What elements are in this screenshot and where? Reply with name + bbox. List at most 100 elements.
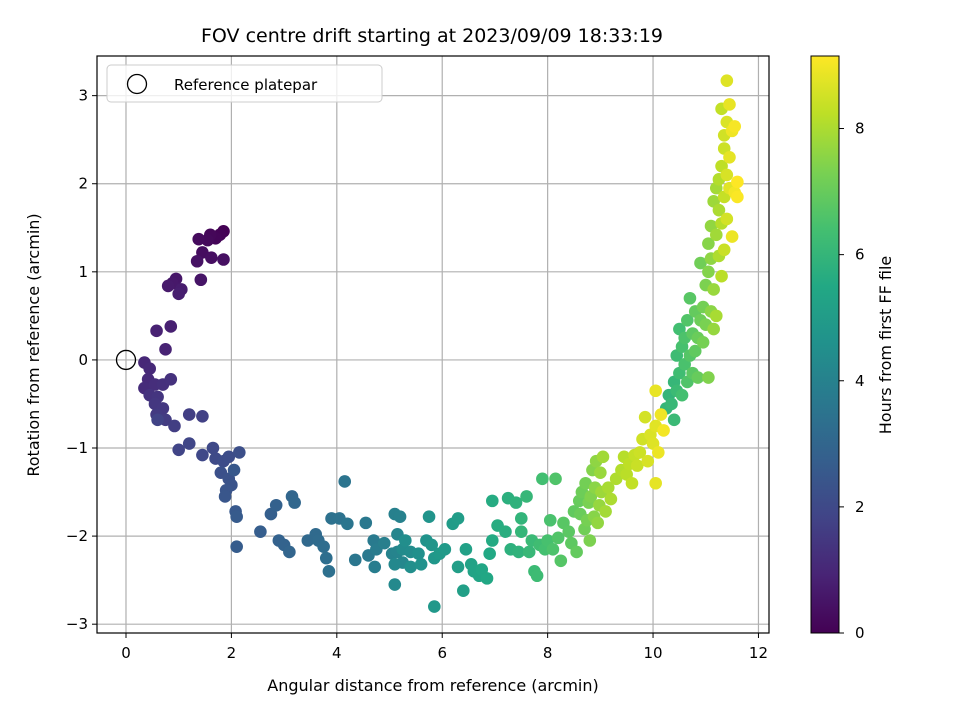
data-point [414, 557, 428, 571]
legend-marker-open-circle [126, 73, 148, 95]
data-point [230, 540, 243, 553]
data-point [422, 510, 436, 524]
data-point [451, 560, 465, 574]
grid-lines [97, 56, 769, 633]
data-point [194, 273, 208, 287]
data-point [522, 545, 536, 559]
colorbar-tick-label: 4 [855, 372, 865, 390]
legend-label: Reference platepar [174, 76, 318, 94]
data-point [688, 344, 702, 358]
data-point [709, 309, 723, 323]
data-point [720, 74, 734, 87]
x-tick-label: 12 [749, 644, 768, 662]
x-tick-label: 10 [644, 644, 663, 662]
data-point [485, 534, 499, 547]
colorbar-tick-label: 6 [855, 246, 865, 264]
data-point [192, 232, 206, 246]
data-point [715, 269, 728, 283]
data-point [388, 557, 402, 571]
data-point [509, 496, 523, 509]
data-point [338, 475, 352, 488]
data-point [150, 324, 163, 338]
data-point [485, 494, 499, 508]
data-point [583, 534, 597, 547]
data-point [549, 472, 562, 486]
data-point [182, 408, 196, 421]
chart-title: FOV centre drift starting at 2023/09/09 … [201, 25, 663, 47]
y-tick-label: 2 [78, 175, 88, 193]
y-tick-label: 1 [78, 263, 88, 281]
data-point [649, 384, 662, 398]
data-point [217, 253, 230, 266]
data-point [459, 543, 473, 556]
data-point [233, 446, 246, 459]
data-point [206, 441, 220, 455]
x-tick-label: 4 [332, 644, 342, 662]
colorbar-tick-label: 8 [855, 120, 865, 138]
data-point [638, 410, 652, 424]
data-point [596, 450, 610, 464]
data-point [707, 283, 720, 296]
data-point [322, 565, 336, 578]
data-point [551, 531, 565, 545]
data-point [359, 516, 373, 530]
data-point [731, 175, 744, 189]
y-axis-ticks: −3 −2 −1 0 1 2 3 [66, 87, 97, 633]
reference-point [115, 349, 137, 371]
data-point [654, 408, 668, 421]
y-axis-label: Rotation from reference (arcmin) [24, 213, 43, 476]
data-point [159, 343, 172, 356]
data-point [731, 190, 744, 204]
data-point [667, 413, 681, 427]
data-point [702, 371, 715, 384]
data-point [399, 534, 412, 547]
data-point [530, 569, 544, 583]
data-point [205, 251, 218, 265]
data-point [254, 525, 267, 538]
data-point [543, 513, 557, 527]
x-tick-label: 2 [227, 644, 237, 662]
data-point [428, 600, 441, 613]
colorbar-ticks: 0 2 4 6 8 [839, 120, 865, 642]
colorbar [810, 55, 840, 634]
scatter-points [138, 74, 744, 613]
data-point [283, 545, 296, 559]
data-point [520, 490, 533, 503]
plot-frame [96, 55, 770, 634]
data-point [625, 476, 639, 490]
data-point [412, 547, 425, 561]
data-point [172, 443, 185, 457]
data-point [717, 243, 731, 257]
data-point [483, 547, 496, 561]
data-point [480, 572, 494, 585]
data-point [694, 256, 707, 270]
data-point [451, 512, 465, 525]
data-point [633, 446, 647, 459]
data-point [723, 151, 736, 164]
reference-platepar-marker [115, 349, 137, 371]
data-point [196, 409, 209, 423]
x-axis-label: Angular distance from reference (arcmin) [267, 676, 598, 695]
data-point [594, 466, 607, 479]
data-point [702, 265, 715, 279]
data-point [562, 525, 576, 538]
data-point [164, 320, 178, 333]
data-point [665, 397, 678, 411]
colorbar-tick-label: 0 [855, 624, 865, 642]
data-point [604, 492, 618, 506]
data-point [681, 313, 694, 327]
data-point [709, 228, 723, 242]
x-axis-ticks: 0 2 4 6 8 10 12 [121, 633, 768, 662]
data-point [514, 512, 528, 525]
y-tick-label: 0 [78, 351, 88, 369]
data-point [691, 371, 705, 384]
data-point [702, 237, 715, 250]
data-point [554, 554, 568, 568]
y-tick-label: −1 [66, 439, 88, 457]
data-point [269, 498, 283, 512]
data-point [317, 540, 330, 553]
data-point [720, 212, 734, 226]
data-point [341, 517, 354, 531]
data-point [546, 543, 560, 556]
